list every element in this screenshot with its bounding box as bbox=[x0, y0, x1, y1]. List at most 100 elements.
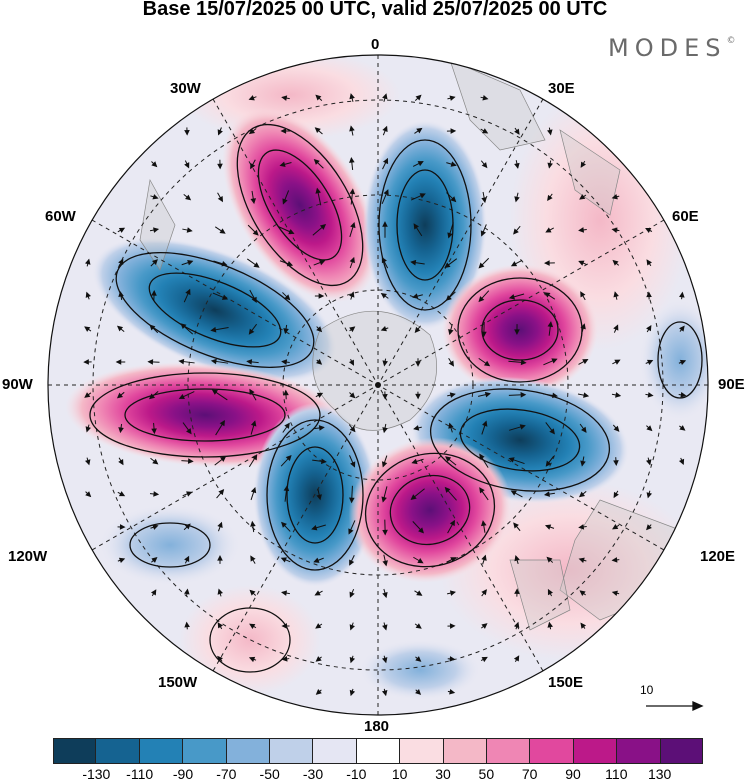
wind-vector-head bbox=[520, 392, 527, 398]
wind-vector-head bbox=[217, 554, 223, 561]
colorbar-swatch bbox=[487, 738, 531, 764]
wind-vector-head bbox=[613, 460, 619, 466]
streamlines bbox=[89, 123, 703, 673]
wind-vector-head bbox=[251, 296, 257, 303]
wind-vector-head bbox=[349, 188, 356, 195]
wind-vector-head bbox=[253, 262, 260, 268]
wind-vector-head bbox=[578, 524, 585, 530]
wind-vector-head bbox=[349, 497, 355, 504]
wind-vector-head bbox=[315, 187, 321, 194]
wind-vector-head bbox=[218, 489, 225, 496]
wind-vector-head bbox=[483, 360, 491, 367]
wind-vector-head bbox=[220, 456, 227, 462]
wind-vector-head bbox=[583, 392, 590, 398]
wind-vector-head bbox=[449, 623, 456, 629]
wind-vector-head bbox=[349, 591, 355, 598]
wind-vector-head bbox=[313, 158, 320, 165]
wind-vector-head bbox=[250, 198, 257, 205]
wind-vector-head bbox=[412, 293, 419, 299]
wind-vector-head bbox=[547, 321, 554, 328]
colorbar-tick-label: 130 bbox=[647, 766, 672, 782]
colorbar-swatch bbox=[313, 738, 357, 764]
wind-vector-head bbox=[281, 590, 288, 596]
wind-vector-head bbox=[551, 358, 558, 364]
wind-vector-head bbox=[349, 689, 356, 697]
wind-vector-head bbox=[319, 259, 326, 266]
wind-vector-head bbox=[508, 294, 516, 300]
wind-vector-head bbox=[186, 428, 192, 435]
wind-vector-head bbox=[250, 163, 256, 170]
wind-vector-head bbox=[380, 292, 387, 299]
wind-vector-head bbox=[552, 392, 559, 399]
wind-vector-head bbox=[678, 458, 685, 466]
lon-label-180: 180 bbox=[364, 718, 390, 735]
wind-vector-head bbox=[679, 359, 687, 366]
wind-vector-head bbox=[288, 228, 295, 235]
wind-vector-head bbox=[84, 326, 91, 332]
wind-vector-head bbox=[481, 589, 487, 596]
wind-vector-head bbox=[219, 228, 226, 234]
wind-vector-head bbox=[646, 259, 652, 266]
wind-vector-head bbox=[481, 197, 487, 204]
wind-vector-head bbox=[184, 129, 190, 136]
wind-vector-head bbox=[382, 125, 388, 133]
modes-logo: MODES© bbox=[608, 34, 736, 62]
wind-vector-head bbox=[180, 323, 187, 330]
wind-vector-head bbox=[314, 590, 321, 596]
lon-label-90e: 90E bbox=[718, 376, 745, 393]
wind-vector-head bbox=[448, 360, 454, 367]
wind-vector-head bbox=[283, 389, 289, 396]
wind-vector-head bbox=[513, 621, 520, 628]
wind-vector-head bbox=[246, 359, 253, 365]
wind-vector-head bbox=[249, 589, 256, 596]
wind-vector-head bbox=[221, 261, 228, 267]
wind-vector-head bbox=[349, 291, 355, 298]
wind-vector-head bbox=[646, 325, 652, 332]
wind-vector-head bbox=[85, 459, 91, 466]
lon-label-90w: 90W bbox=[2, 376, 33, 393]
wind-vector-head bbox=[249, 623, 256, 629]
wind-vector-head bbox=[646, 359, 654, 365]
wind-vector-head bbox=[647, 392, 654, 398]
wind-vector-head bbox=[646, 459, 652, 466]
wind-vector-head bbox=[211, 389, 218, 395]
wind-vector-head bbox=[445, 295, 452, 301]
wind-vector-head bbox=[153, 227, 160, 233]
wind-vector-head bbox=[450, 161, 457, 167]
lon-label-30w: 30W bbox=[170, 80, 201, 97]
wind-vector-head bbox=[286, 261, 294, 267]
wind-vector-head bbox=[547, 162, 553, 169]
wind-vector-head bbox=[152, 524, 159, 530]
colorbar-swatch bbox=[183, 738, 227, 764]
wind-vector-head bbox=[508, 457, 515, 463]
colorbar-tick-label: -90 bbox=[172, 766, 194, 782]
wind-vector-head bbox=[318, 425, 325, 431]
wind-vector-head bbox=[415, 623, 422, 629]
colorbar-swatch bbox=[530, 738, 574, 764]
lon-label-150e: 150E bbox=[548, 674, 584, 691]
wind-vector-head bbox=[447, 232, 453, 239]
wind-vector-head bbox=[185, 194, 192, 201]
wind-vector-head bbox=[549, 428, 555, 435]
wind-vector-head bbox=[149, 324, 156, 331]
wind-vector-head bbox=[415, 94, 422, 101]
wind-vector-head bbox=[544, 524, 552, 530]
wind-vector-head bbox=[281, 623, 288, 629]
wind-vector-head bbox=[184, 588, 190, 595]
wind-vector-head bbox=[350, 221, 356, 229]
wind-vector-head bbox=[547, 194, 553, 202]
colorbar-tick-label: 30 bbox=[435, 766, 451, 782]
wind-vector-head bbox=[280, 557, 287, 563]
wind-vector-head bbox=[646, 492, 653, 499]
wind-vectors bbox=[83, 93, 687, 697]
wind-vector-head bbox=[611, 193, 618, 200]
wind-vector-head bbox=[316, 326, 323, 333]
wind-vector-head bbox=[450, 128, 457, 134]
wind-vector-head bbox=[115, 359, 122, 365]
colorbar-tick-label: -130 bbox=[82, 766, 111, 782]
wind-vector-head bbox=[381, 690, 388, 697]
wind-vector-head bbox=[413, 223, 420, 230]
colorbar-swatch bbox=[270, 738, 314, 764]
colorbar-tick-label: 70 bbox=[521, 766, 538, 782]
wind-vector-head bbox=[381, 657, 388, 664]
